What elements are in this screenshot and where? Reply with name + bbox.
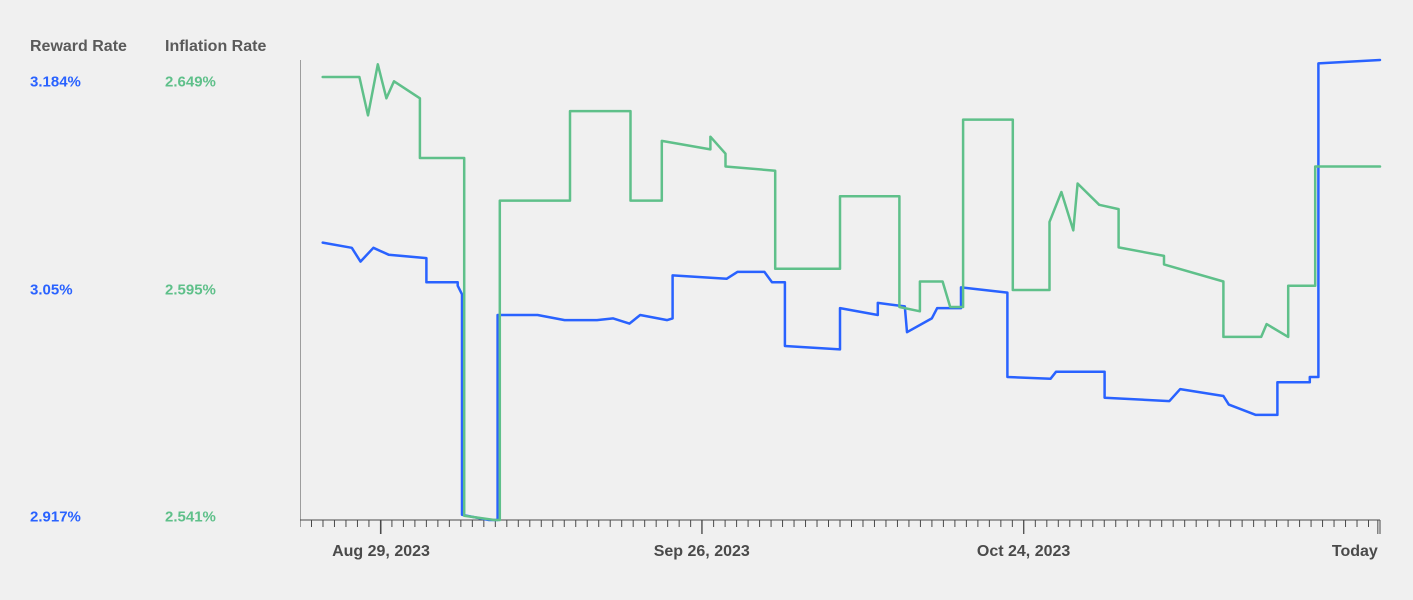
x-axis-label: Oct 24, 2023 [977, 543, 1071, 560]
x-axis-label: Aug 29, 2023 [332, 543, 430, 560]
chart-container: Reward Rate 3.184% 3.05% 2.917% Inflation … [0, 0, 1413, 600]
y-axis-reward: Reward Rate 3.184% 3.05% 2.917% [30, 30, 165, 600]
series-inflation [323, 64, 1380, 520]
y-tick-reward: 3.184% [30, 74, 81, 91]
x-axis-label: Today [1332, 543, 1378, 560]
series-reward [323, 60, 1380, 520]
x-axis-label: Sep 26, 2023 [654, 543, 750, 560]
y-tick-reward: 2.917% [30, 509, 81, 526]
y-tick-reward: 3.05% [30, 282, 73, 299]
y-tick-inflation: 2.595% [165, 282, 216, 299]
chart-plot-area: Aug 29, 2023 Sep 26, 2023 Oct 24, 2023 Toda… [300, 30, 1413, 600]
y-axis-inflation: Inflation Rate 2.649% 2.595% 2.541% [165, 30, 300, 600]
y-tick-inflation: 2.649% [165, 74, 216, 91]
y-axis-reward-header: Reward Rate [30, 38, 127, 56]
y-axis-inflation-header: Inflation Rate [165, 38, 266, 56]
line-chart-svg: Aug 29, 2023 Sep 26, 2023 Oct 24, 2023 Toda… [300, 30, 1413, 590]
y-tick-inflation: 2.541% [165, 509, 216, 526]
y-axis-labels: Reward Rate 3.184% 3.05% 2.917% Inflation … [30, 30, 300, 600]
